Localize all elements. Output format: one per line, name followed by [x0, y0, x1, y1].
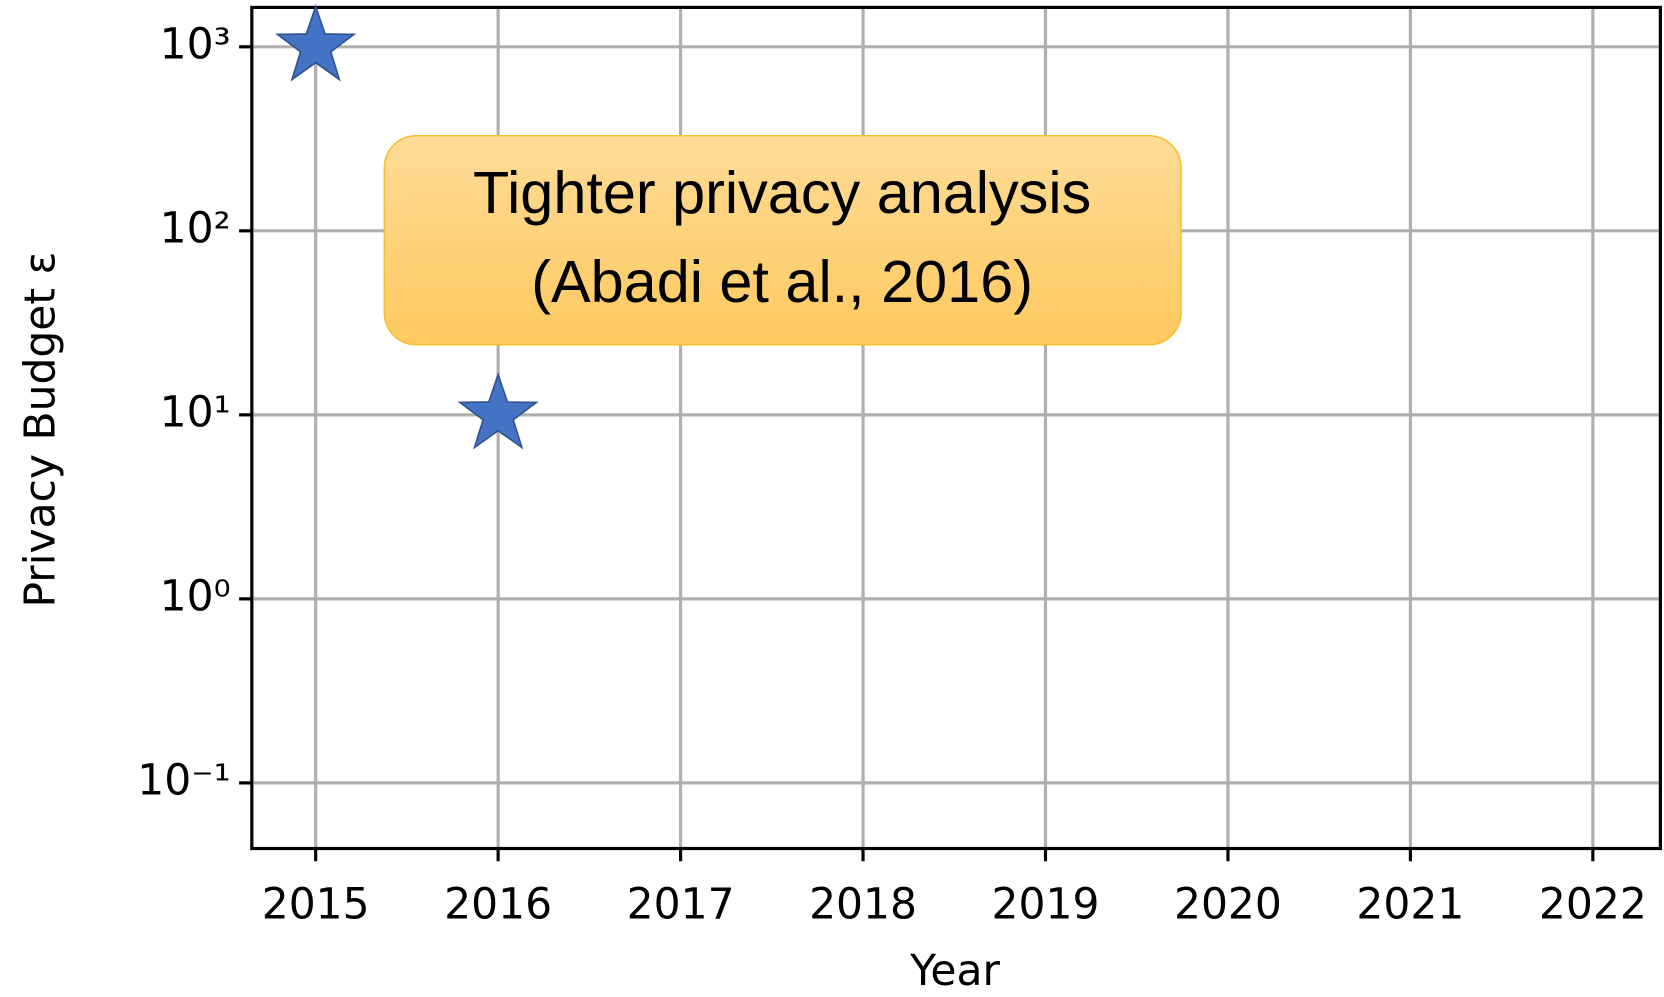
- x-tick-label: 2018: [809, 880, 917, 929]
- grid: [251, 7, 1661, 849]
- y-tick-label: 10⁰: [160, 572, 231, 621]
- y-tick-label: 10²: [160, 204, 231, 253]
- x-tick-label: 2021: [1356, 880, 1464, 929]
- x-tick-label: 2017: [627, 880, 735, 929]
- x-tick-label: 2022: [1539, 880, 1647, 929]
- y-tick-label: 10³: [160, 20, 231, 69]
- x-tick-label: 2019: [992, 880, 1100, 929]
- x-tick-label: 2015: [262, 880, 370, 929]
- y-tick-label: 10¹: [160, 388, 231, 437]
- annotation-line: Tighter privacy analysis: [473, 159, 1091, 226]
- y-tick-label: 10⁻¹: [137, 756, 230, 805]
- y-axis-label: Privacy Budget ε: [16, 252, 65, 608]
- x-tick-label: 2020: [1174, 880, 1282, 929]
- point: [275, 3, 357, 82]
- x-tick-label: 2016: [444, 880, 552, 929]
- plot-frame: [250, 5, 1662, 851]
- x-axis-label: Year: [909, 947, 1000, 996]
- annotation-box: [383, 134, 1182, 346]
- point: [457, 372, 539, 450]
- annotation-line: (Abadi et al., 2016): [531, 248, 1033, 315]
